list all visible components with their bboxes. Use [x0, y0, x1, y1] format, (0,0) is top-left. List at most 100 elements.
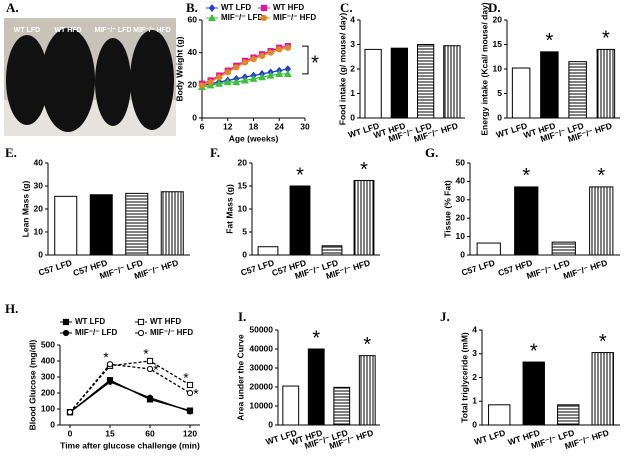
panel-label: A.	[6, 0, 19, 15]
bar	[289, 185, 311, 256]
y-tick-label: 4	[472, 324, 477, 334]
x-tick-label: 30	[300, 121, 310, 131]
y-tick-label: 0	[460, 249, 465, 259]
significance-star: *	[545, 30, 553, 52]
y-axis-label: Lean Mass (g)	[20, 180, 30, 237]
bar	[257, 246, 279, 256]
bar	[390, 47, 409, 119]
y-tick-label: 5	[242, 226, 247, 236]
bar	[476, 242, 501, 256]
y-axis-label: Total triglyceride (mM)	[459, 332, 469, 423]
bar	[364, 48, 382, 119]
y-tick-label: 50	[456, 157, 466, 167]
legend-label: WT LFD	[75, 317, 105, 326]
bar	[358, 355, 376, 426]
y-tick-label: 300	[41, 371, 55, 381]
chart-panel: D. 0 5 10 15 20 Energy intake (Kcal/ mouse/ da…	[479, 0, 620, 144]
mouse	[6, 35, 48, 125]
x-tick-label: C57 LFD	[239, 258, 275, 278]
y-tick-label: 20	[188, 80, 198, 90]
y-tick-label: 20	[238, 157, 248, 167]
y-tick-label: 10000	[249, 400, 273, 410]
marker	[258, 52, 266, 60]
bar	[596, 48, 616, 119]
marker	[276, 46, 283, 53]
series-line	[69, 363, 191, 413]
significance-star: *	[599, 331, 607, 353]
y-tick-label: 20	[493, 14, 503, 24]
marker	[146, 357, 154, 365]
y-axis-label: Blood Glucose (mg/dl)	[27, 340, 37, 431]
y-axis-label: Fat Mass (g)	[224, 184, 234, 234]
marker	[266, 71, 275, 79]
marker	[66, 409, 74, 416]
marker	[232, 77, 241, 86]
marker	[186, 408, 194, 415]
panel-label: B.	[186, 0, 198, 15]
marker	[208, 13, 216, 22]
bar	[589, 186, 614, 256]
panel-label: C.	[340, 0, 353, 15]
marker	[207, 78, 214, 86]
legend-label: MIF⁻/⁻ HFD	[273, 13, 316, 22]
marker	[62, 318, 70, 326]
bar	[321, 245, 343, 256]
marker	[249, 74, 258, 82]
bar	[591, 352, 614, 426]
caption: WT HFD	[54, 27, 81, 34]
y-tick-label: 0	[350, 112, 355, 122]
caption: MIF⁻/⁻ HFD	[133, 27, 171, 34]
bar	[488, 404, 511, 426]
y-tick-label: 0	[50, 419, 55, 429]
y-tick-label: 5	[497, 88, 502, 98]
bar	[282, 385, 300, 426]
significance-star: *	[530, 340, 538, 362]
marker	[62, 329, 70, 337]
x-tick-label: 0	[68, 428, 73, 438]
marker	[258, 73, 267, 81]
y-tick-label: 200	[41, 387, 55, 397]
significance-star: *	[143, 346, 149, 362]
x-tick-label: 18	[249, 121, 259, 131]
x-tick-label: 60	[145, 428, 155, 438]
marker	[284, 44, 291, 51]
bar	[568, 61, 587, 119]
y-tick-label: 50000	[249, 324, 273, 334]
y-tick-label: 10	[456, 231, 466, 241]
marker	[137, 318, 145, 326]
bar	[557, 404, 580, 426]
marker	[137, 329, 145, 337]
y-tick-label: 15	[238, 180, 248, 190]
marker	[224, 69, 231, 76]
bar	[160, 191, 184, 256]
caption: WT LFD	[14, 27, 40, 34]
bar	[333, 386, 351, 426]
series-line	[69, 381, 191, 413]
x-tick-label: WT LFD	[473, 428, 507, 447]
y-tick-label: 3	[472, 348, 477, 358]
y-tick-label: 4	[350, 14, 355, 24]
y-tick-label: 0	[38, 249, 43, 259]
y-axis-label: Energy intake (Kcal/ mouse/ day)	[479, 2, 489, 135]
x-tick-label: C57 LFD	[37, 258, 73, 278]
panel-label: I.	[238, 309, 246, 324]
y-axis-label: Body Weight (g)	[174, 36, 184, 101]
bracket	[302, 45, 309, 75]
y-tick-label: 0	[192, 112, 197, 122]
marker	[240, 76, 249, 84]
y-tick-label: 0	[242, 249, 247, 259]
y-tick-label: 0	[472, 419, 477, 429]
y-tick-label: 20000	[249, 381, 273, 391]
legend-label: WT HFD	[150, 317, 181, 326]
significance-star: *	[522, 165, 530, 187]
marker	[250, 56, 257, 63]
bar	[307, 348, 325, 426]
y-tick-label: 40	[188, 47, 198, 57]
marker	[241, 59, 249, 66]
x-axis-label: Time after glucose challenge (min)	[60, 440, 200, 450]
y-tick-label: 400	[41, 355, 55, 365]
